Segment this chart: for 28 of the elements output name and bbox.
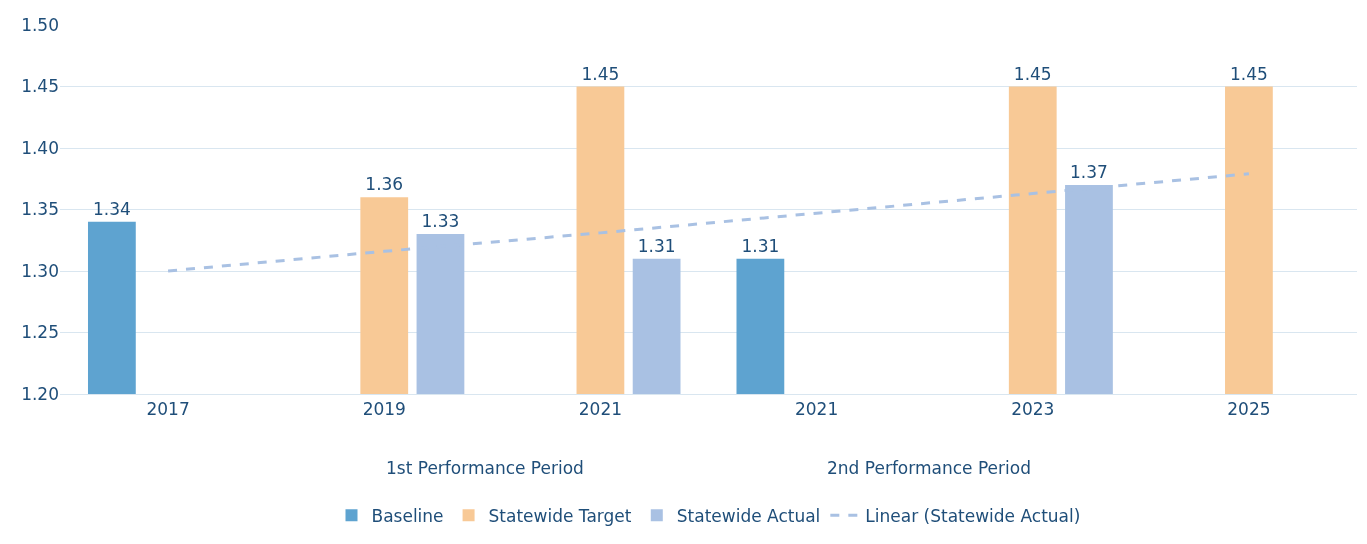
data-label: 1.36: [365, 174, 404, 195]
y-tick-label: 1.25: [21, 322, 59, 343]
x-tick-label: 2021: [578, 399, 623, 420]
y-tick-label: 1.45: [21, 76, 59, 97]
data-label: 1.31: [637, 235, 676, 256]
legend-label: Statewide Target: [488, 505, 632, 526]
y-tick-label: 1.30: [21, 260, 59, 281]
legend-label: Statewide Actual: [676, 505, 821, 526]
y-tick-label: 1.20: [21, 383, 59, 404]
data-label: 1.33: [421, 211, 460, 232]
y-tick-label: 1.40: [21, 137, 59, 158]
data-label: 1.37: [1070, 161, 1108, 182]
x-tick-label: 2023: [1011, 399, 1055, 420]
data-label: 1.31: [741, 235, 780, 256]
data-label: 1.34: [92, 198, 131, 219]
x-tick-label: 2017: [146, 399, 190, 420]
y-tick-label: 1.35: [21, 199, 59, 220]
data-label: 1.45: [1229, 63, 1268, 84]
legend-label: Baseline: [371, 505, 444, 526]
data-label: 1.45: [1013, 63, 1052, 84]
data-label: 1.45: [581, 63, 620, 84]
text: 2nd Performance Period: [827, 458, 1031, 478]
x-tick-label: 2021: [794, 399, 839, 420]
x-tick-label: 2019: [362, 399, 406, 420]
legend-label: Linear (Statewide Actual): [865, 505, 1081, 526]
text: 1st Performance Period: [386, 458, 584, 478]
y-tick-label: 1.50: [21, 14, 59, 35]
x-tick-label: 2025: [1227, 399, 1271, 420]
